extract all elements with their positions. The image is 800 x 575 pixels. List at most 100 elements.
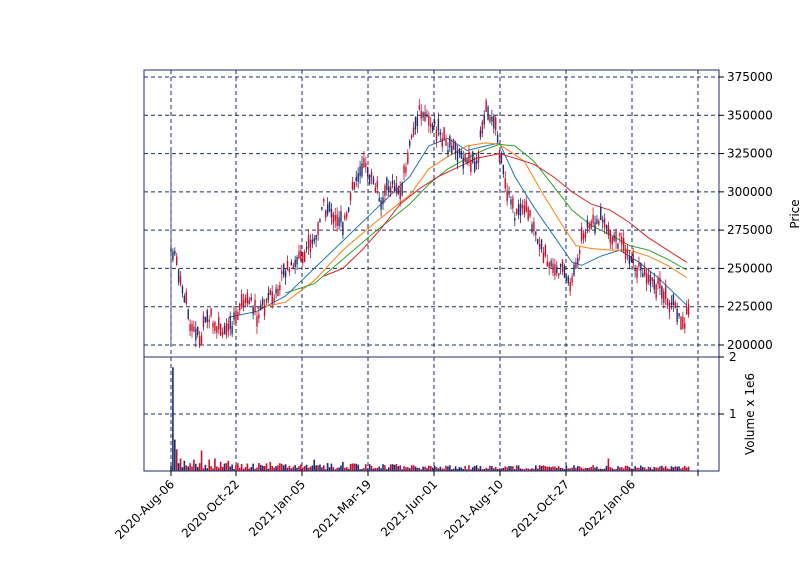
candle-body xyxy=(598,220,600,225)
volume-bar xyxy=(349,463,352,471)
volume-bar xyxy=(307,467,310,471)
volume-bar xyxy=(233,468,235,471)
candle-body xyxy=(521,204,524,209)
price-tick-label: 275000 xyxy=(727,223,773,237)
volume-bar xyxy=(372,468,375,471)
candle-body xyxy=(552,263,554,273)
candle-body xyxy=(296,256,298,265)
candle-body xyxy=(460,151,463,159)
volume-bar xyxy=(273,467,275,471)
candle-body xyxy=(655,284,657,298)
candle-body xyxy=(684,323,686,329)
candle-body xyxy=(351,181,354,190)
candle-body xyxy=(577,257,579,265)
candle-body xyxy=(470,160,472,173)
volume-bar xyxy=(242,468,245,471)
candle-body xyxy=(240,294,243,307)
volume-bar xyxy=(645,469,648,471)
candle-body xyxy=(525,201,527,212)
volume-bar xyxy=(290,468,293,471)
volume-bar xyxy=(651,469,654,471)
x-axis: 2020-Aug-06 2020-Oct-22 2021-Jan-05 2021-Ma… xyxy=(112,471,699,542)
volume-bar xyxy=(391,464,394,471)
volume-bar xyxy=(519,468,522,471)
volume-bar xyxy=(244,467,247,471)
volume-bar xyxy=(323,465,325,471)
volume-bar xyxy=(428,465,430,471)
candle-body xyxy=(263,304,266,316)
volume-bar xyxy=(678,466,680,471)
candle-body xyxy=(367,167,369,177)
candle-body xyxy=(386,177,388,191)
candle-body xyxy=(307,235,310,248)
candle-body xyxy=(663,291,665,303)
price-grid xyxy=(144,70,719,357)
volume-bar xyxy=(395,464,398,471)
volume-bar xyxy=(183,460,186,471)
candle-body xyxy=(185,291,187,304)
volume-bar xyxy=(498,468,501,471)
candle-body xyxy=(670,302,673,305)
volume-bar xyxy=(177,463,180,471)
volume-bar xyxy=(649,467,652,471)
candle-body xyxy=(254,299,256,313)
volume-bar xyxy=(246,463,249,471)
candle-body xyxy=(384,185,386,196)
volume-bar xyxy=(460,467,463,471)
candle-body xyxy=(661,286,663,299)
candle-body xyxy=(600,207,602,221)
candle-body xyxy=(441,138,443,147)
volume-tick-label: 2 xyxy=(729,350,737,364)
candle-body xyxy=(516,209,518,214)
volume-bar xyxy=(365,464,367,471)
volume-bar xyxy=(338,467,340,471)
volume-bar xyxy=(596,466,598,471)
candle-body xyxy=(216,326,218,333)
candle-body xyxy=(347,207,350,212)
candle-body xyxy=(556,266,558,273)
candle-body xyxy=(622,238,625,251)
volume-bar xyxy=(384,465,386,471)
volume-bar xyxy=(185,465,188,471)
candle-body xyxy=(204,316,207,323)
volume-bar xyxy=(481,469,484,471)
candle-body xyxy=(439,132,442,135)
x-tick-label: 2021-Jan-05 xyxy=(246,477,308,539)
volume-bar xyxy=(204,464,207,471)
volume-bar xyxy=(636,467,638,471)
volume-bar xyxy=(466,469,468,471)
candle-body xyxy=(183,296,186,303)
candle-body xyxy=(472,151,474,163)
candle-body xyxy=(437,118,440,131)
volume-bar xyxy=(527,468,529,471)
volume-bar xyxy=(454,466,457,471)
volume-bar xyxy=(487,468,489,471)
candle-body xyxy=(407,152,409,164)
volume-bar xyxy=(641,467,644,471)
candle-body xyxy=(611,237,613,245)
volume-bar xyxy=(424,466,426,471)
volume-bar xyxy=(179,458,182,471)
candle-body xyxy=(410,135,413,138)
volume-bar xyxy=(305,464,308,471)
candle-body xyxy=(479,130,482,138)
candle-body xyxy=(682,316,684,329)
volume-bar xyxy=(470,469,472,471)
volume-bar xyxy=(254,468,256,471)
candle-body xyxy=(569,281,571,292)
volume-bar xyxy=(269,461,272,471)
volume-axis-label: Volume x 1e6 xyxy=(743,373,757,455)
candle-body xyxy=(447,149,449,155)
x-tick-label: 2020-Oct-22 xyxy=(179,477,242,540)
candle-body xyxy=(462,157,464,169)
candle-body xyxy=(466,159,468,164)
candle-body xyxy=(393,186,396,191)
candle-body xyxy=(395,182,398,194)
candle-body xyxy=(179,276,182,285)
candle-body xyxy=(535,231,537,235)
volume-bar xyxy=(573,465,575,471)
volume-bar xyxy=(676,466,678,471)
volume-bar xyxy=(540,465,543,471)
price-tick-label: 300000 xyxy=(727,185,773,199)
